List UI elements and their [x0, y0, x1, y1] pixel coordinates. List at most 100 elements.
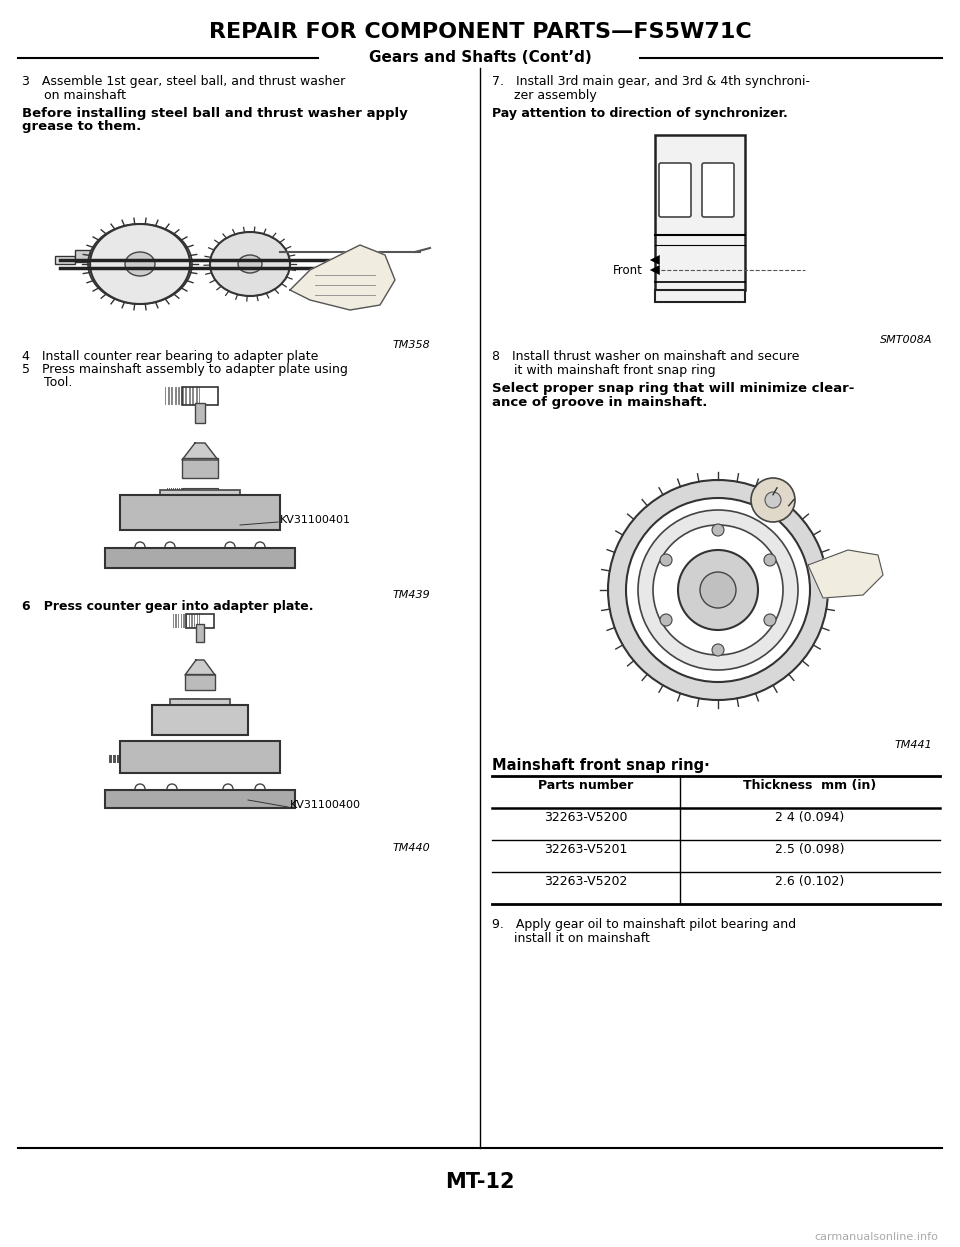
Bar	[169, 488, 170, 496]
Bar	[655, 135, 745, 291]
Bar	[191, 488, 192, 496]
Ellipse shape	[125, 252, 155, 276]
Ellipse shape	[210, 232, 290, 296]
Bar	[173, 754, 176, 763]
Ellipse shape	[238, 254, 262, 273]
Text: Before installing steel ball and thrust washer apply: Before installing steel ball and thrust …	[22, 107, 408, 120]
Text: TM441: TM441	[895, 739, 932, 749]
Text: REPAIR FOR COMPONENT PARTS—FS5W71C: REPAIR FOR COMPONENT PARTS—FS5W71C	[208, 22, 752, 42]
Bar	[183, 488, 184, 496]
Circle shape	[678, 550, 758, 630]
Text: 5   Press mainshaft assembly to adapter plate using: 5 Press mainshaft assembly to adapter pl…	[22, 363, 348, 377]
Bar	[181, 488, 182, 496]
Bar	[196, 624, 204, 642]
Bar	[129, 754, 132, 763]
Bar	[75, 249, 90, 262]
Bar	[182, 458, 218, 478]
Bar	[145, 754, 148, 763]
Bar	[199, 488, 201, 496]
Bar	[175, 488, 177, 496]
Bar	[161, 754, 163, 763]
Bar	[160, 490, 240, 510]
Text: TM440: TM440	[393, 843, 430, 853]
Circle shape	[660, 614, 672, 626]
Text: KV31100400: KV31100400	[290, 801, 361, 811]
Bar	[55, 256, 75, 264]
Circle shape	[135, 542, 145, 552]
Circle shape	[223, 784, 233, 794]
Circle shape	[255, 784, 265, 794]
Text: grease to them.: grease to them.	[22, 120, 141, 133]
Text: it with mainshaft front snap ring: it with mainshaft front snap ring	[514, 364, 715, 377]
Bar	[133, 754, 135, 763]
Polygon shape	[185, 660, 215, 675]
Text: 2 4 (0.094): 2 4 (0.094)	[776, 811, 845, 824]
Bar	[152, 705, 248, 734]
Bar	[200, 698, 201, 705]
Text: MT-12: MT-12	[445, 1172, 515, 1192]
Bar	[105, 547, 295, 567]
Bar	[198, 698, 199, 705]
Bar	[193, 754, 196, 763]
Text: on mainshaft: on mainshaft	[44, 89, 126, 102]
Text: 9.   Apply gear oil to mainshaft pilot bearing and: 9. Apply gear oil to mainshaft pilot bea…	[492, 918, 796, 932]
Circle shape	[165, 542, 175, 552]
Bar	[195, 488, 196, 496]
Bar	[195, 403, 205, 423]
Bar	[179, 698, 180, 705]
Text: 32263-V5202: 32263-V5202	[544, 875, 628, 888]
Bar	[173, 698, 174, 705]
Bar	[125, 754, 128, 763]
Bar	[113, 754, 115, 763]
Bar	[186, 698, 187, 705]
Circle shape	[765, 493, 781, 508]
Bar	[169, 754, 172, 763]
Text: Thickness  mm (in): Thickness mm (in)	[743, 779, 876, 792]
Polygon shape	[182, 443, 218, 460]
Bar	[185, 488, 186, 496]
Bar	[120, 495, 280, 530]
Bar	[181, 754, 183, 763]
Text: Gears and Shafts (Cont’d): Gears and Shafts (Cont’d)	[369, 50, 591, 66]
Bar	[153, 754, 156, 763]
Text: 32263-V5201: 32263-V5201	[544, 843, 628, 855]
Text: ance of groove in mainshaft.: ance of groove in mainshaft.	[492, 397, 708, 409]
Bar	[137, 754, 139, 763]
Bar	[185, 673, 215, 690]
Bar	[192, 698, 193, 705]
Ellipse shape	[90, 224, 190, 304]
Text: carmanualsonline.info: carmanualsonline.info	[814, 1232, 938, 1242]
Text: zer assembly: zer assembly	[514, 89, 597, 102]
Circle shape	[712, 524, 724, 536]
Bar	[197, 488, 198, 496]
Bar	[141, 754, 143, 763]
Bar	[182, 698, 183, 705]
FancyBboxPatch shape	[659, 163, 691, 217]
Bar	[186, 614, 214, 628]
Text: 8   Install thrust washer on mainshaft and secure: 8 Install thrust washer on mainshaft and…	[492, 350, 800, 363]
Bar	[149, 754, 152, 763]
Text: TM358: TM358	[393, 340, 430, 350]
Text: 4   Install counter rear bearing to adapter plate: 4 Install counter rear bearing to adapte…	[22, 350, 319, 363]
Text: 2.5 (0.098): 2.5 (0.098)	[776, 843, 845, 855]
Bar	[177, 754, 180, 763]
Circle shape	[225, 542, 235, 552]
Bar	[171, 488, 172, 496]
Bar	[196, 698, 197, 705]
Text: Parts number: Parts number	[539, 779, 634, 792]
Circle shape	[135, 784, 145, 794]
Circle shape	[660, 554, 672, 566]
Bar	[187, 488, 188, 496]
Bar	[157, 754, 159, 763]
Bar	[170, 700, 230, 715]
Text: Mainshaft front snap ring·: Mainshaft front snap ring·	[492, 758, 709, 773]
Text: 7.   Install 3rd main gear, and 3rd & 4th synchroni-: 7. Install 3rd main gear, and 3rd & 4th …	[492, 75, 810, 89]
Text: 2.6 (0.102): 2.6 (0.102)	[776, 875, 845, 888]
Polygon shape	[808, 550, 883, 599]
Text: Select proper snap ring that will minimize clear-: Select proper snap ring that will minimi…	[492, 382, 854, 395]
Bar	[189, 754, 191, 763]
FancyBboxPatch shape	[702, 163, 734, 217]
Bar	[182, 488, 218, 496]
Circle shape	[255, 542, 265, 552]
Bar	[120, 741, 280, 773]
